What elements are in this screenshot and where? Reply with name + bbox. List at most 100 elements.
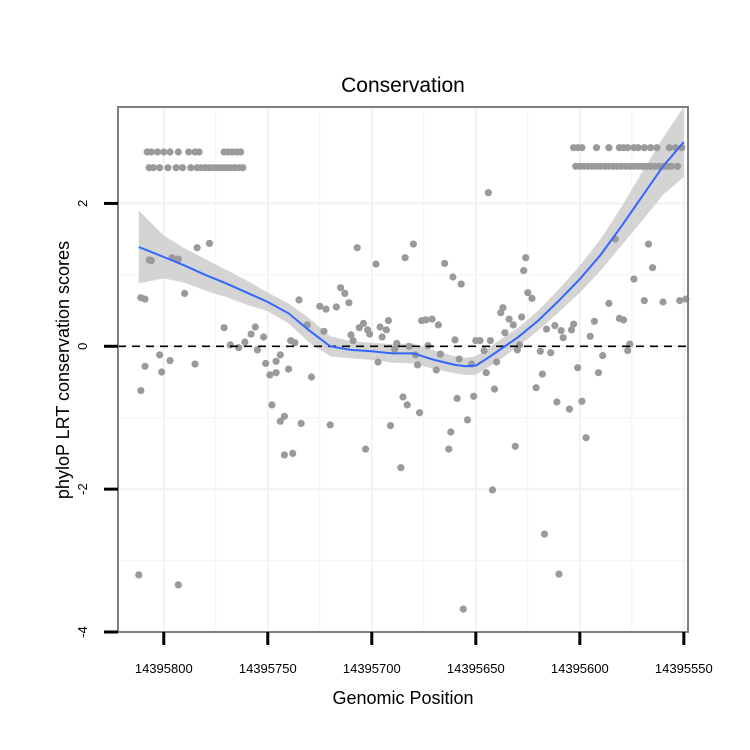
data-point [374, 358, 382, 366]
x-tick-label: 14395750 [239, 661, 297, 676]
data-point [205, 239, 214, 247]
plot-panel-border [117, 106, 689, 633]
data-point [280, 412, 288, 420]
x-axis-title: Genomic Position [332, 688, 473, 708]
x-axis: 14395800 14395750 14395700 14395650 14395600… [135, 632, 713, 676]
x-tick-label: 14395700 [343, 661, 401, 676]
data-point [237, 148, 245, 156]
data-point [253, 346, 261, 354]
data-point [490, 385, 499, 393]
data-point [158, 368, 166, 376]
data-point [524, 289, 532, 297]
data-point [397, 464, 405, 472]
data-point [532, 384, 540, 392]
data-point [540, 530, 549, 538]
data-point [409, 240, 417, 248]
data-point [382, 326, 390, 334]
data-point [590, 317, 599, 325]
data-point [459, 605, 467, 613]
data-point [366, 330, 374, 338]
data-point [565, 405, 574, 413]
data-point [574, 364, 582, 372]
data-point [316, 302, 324, 310]
data-point [447, 428, 455, 436]
data-point [488, 486, 497, 494]
data-point [505, 315, 513, 323]
data-point [260, 333, 268, 341]
data-point [262, 359, 270, 367]
data-point [647, 144, 655, 152]
smooth-trend-line [138, 141, 685, 368]
data-point [640, 297, 648, 305]
data-point [174, 255, 182, 263]
data-point [582, 434, 590, 442]
data-point [432, 366, 440, 374]
data-point [455, 355, 463, 363]
data-point [470, 392, 478, 400]
data-point [630, 275, 638, 283]
data-point [403, 401, 411, 409]
data-point [515, 341, 524, 349]
data-point [476, 337, 484, 345]
data-point [178, 164, 187, 172]
data-point [295, 296, 303, 304]
data-point [649, 264, 657, 272]
data-point [193, 244, 201, 252]
data-point [153, 148, 162, 156]
data-point [501, 329, 509, 337]
data-point [320, 327, 328, 335]
y-axis-title: phyloP LRT conservation scores [53, 241, 73, 499]
data-point [326, 421, 334, 429]
y-tick-label: 0 [75, 343, 90, 350]
data-point [493, 358, 501, 366]
data-point [307, 373, 316, 381]
data-point [359, 319, 368, 327]
data-point [511, 442, 519, 450]
data-point [644, 240, 653, 248]
data-point [285, 365, 293, 373]
data-point [376, 323, 384, 331]
data-point [538, 370, 547, 378]
data-point [676, 297, 684, 305]
data-point [195, 148, 203, 156]
data-point [484, 189, 492, 197]
data-point [347, 331, 355, 339]
data-point [149, 164, 157, 172]
data-point [547, 349, 555, 357]
data-point [393, 339, 401, 347]
data-point [453, 394, 461, 402]
data-point [551, 322, 559, 330]
data-point [362, 445, 370, 453]
data-point [135, 571, 143, 579]
data-point [463, 416, 472, 424]
data-point [226, 341, 234, 349]
data-point [156, 351, 164, 359]
data-point [414, 361, 422, 369]
data-point [509, 321, 517, 329]
data-point [289, 449, 297, 457]
data-point [434, 321, 442, 329]
data-point [594, 369, 603, 377]
data-point [451, 336, 459, 344]
data-point [280, 451, 288, 459]
data-point [399, 393, 407, 401]
data-point [268, 401, 276, 409]
data-point [272, 369, 280, 377]
data-point [187, 164, 195, 172]
data-point [457, 280, 465, 288]
data-point [241, 338, 249, 346]
data-point [542, 325, 551, 333]
data-point [605, 299, 613, 307]
y-tick-label: -4 [75, 626, 90, 638]
x-tick-label: 14395650 [447, 661, 505, 676]
data-point [422, 316, 430, 324]
data-point [272, 357, 280, 365]
data-point [518, 313, 526, 321]
data-point [522, 254, 530, 262]
data-point [239, 164, 247, 172]
data-point [665, 144, 673, 152]
data-point [337, 284, 345, 292]
data-point [441, 259, 449, 267]
data-point [160, 148, 168, 156]
